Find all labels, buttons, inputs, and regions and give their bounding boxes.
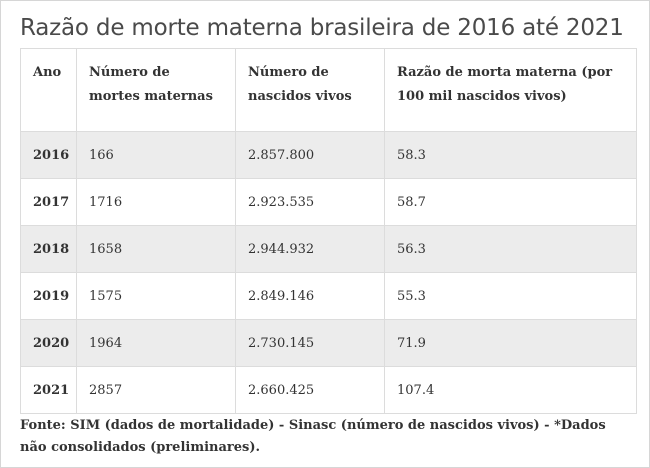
table-row: 2021 2857 2.660.425 107.4: [20, 366, 637, 414]
cell-live-births: 2.857.800: [235, 131, 385, 179]
source-footnote: Fonte: SIM (dados de mortalidade) - Sina…: [20, 418, 606, 455]
cell-live-births: 2.849.146: [235, 272, 385, 320]
cell-live-births: 2.660.425: [235, 366, 385, 414]
cell-live-births: 2.923.535: [235, 178, 385, 226]
cell-year: 2021: [20, 366, 77, 414]
table-row: 2020 1964 2.730.145 71.9: [20, 319, 637, 367]
table-row: 2018 1658 2.944.932 56.3: [20, 225, 637, 273]
header-live-births: Número de nascidos vivos: [235, 48, 385, 132]
table-row: 2016 166 2.857.800 58.3: [20, 131, 637, 179]
cell-year: 2018: [20, 225, 77, 273]
page-title: Razão de morte materna brasileira de 201…: [20, 15, 624, 41]
cell-year: 2017: [20, 178, 77, 226]
cell-maternal-deaths: 166: [76, 131, 236, 179]
cell-maternal-deaths: 1575: [76, 272, 236, 320]
cell-year: 2019: [20, 272, 77, 320]
table-row: 2019 1575 2.849.146 55.3: [20, 272, 637, 320]
cell-year: 2020: [20, 319, 77, 367]
cell-maternal-deaths: 1964: [76, 319, 236, 367]
cell-mortality-ratio: 58.7: [384, 178, 637, 226]
header-maternal-deaths: Número de mortes maternas: [76, 48, 236, 132]
cell-mortality-ratio: 55.3: [384, 272, 637, 320]
table-header-row: Ano Número de mortes maternas Número de …: [20, 48, 637, 132]
cell-maternal-deaths: 2857: [76, 366, 236, 414]
cell-maternal-deaths: 1716: [76, 178, 236, 226]
header-year: Ano: [20, 48, 77, 132]
cell-mortality-ratio: 71.9: [384, 319, 637, 367]
table-row: 2017 1716 2.923.535 58.7: [20, 178, 637, 226]
cell-maternal-deaths: 1658: [76, 225, 236, 273]
cell-mortality-ratio: 58.3: [384, 131, 637, 179]
cell-live-births: 2.730.145: [235, 319, 385, 367]
cell-mortality-ratio: 107.4: [384, 366, 637, 414]
maternal-mortality-table: Ano Número de mortes maternas Número de …: [20, 48, 637, 414]
cell-live-births: 2.944.932: [235, 225, 385, 273]
cell-year: 2016: [20, 131, 77, 179]
cell-mortality-ratio: 56.3: [384, 225, 637, 273]
header-mortality-ratio: Razão de morta materna (por 100 mil nasc…: [384, 48, 637, 132]
